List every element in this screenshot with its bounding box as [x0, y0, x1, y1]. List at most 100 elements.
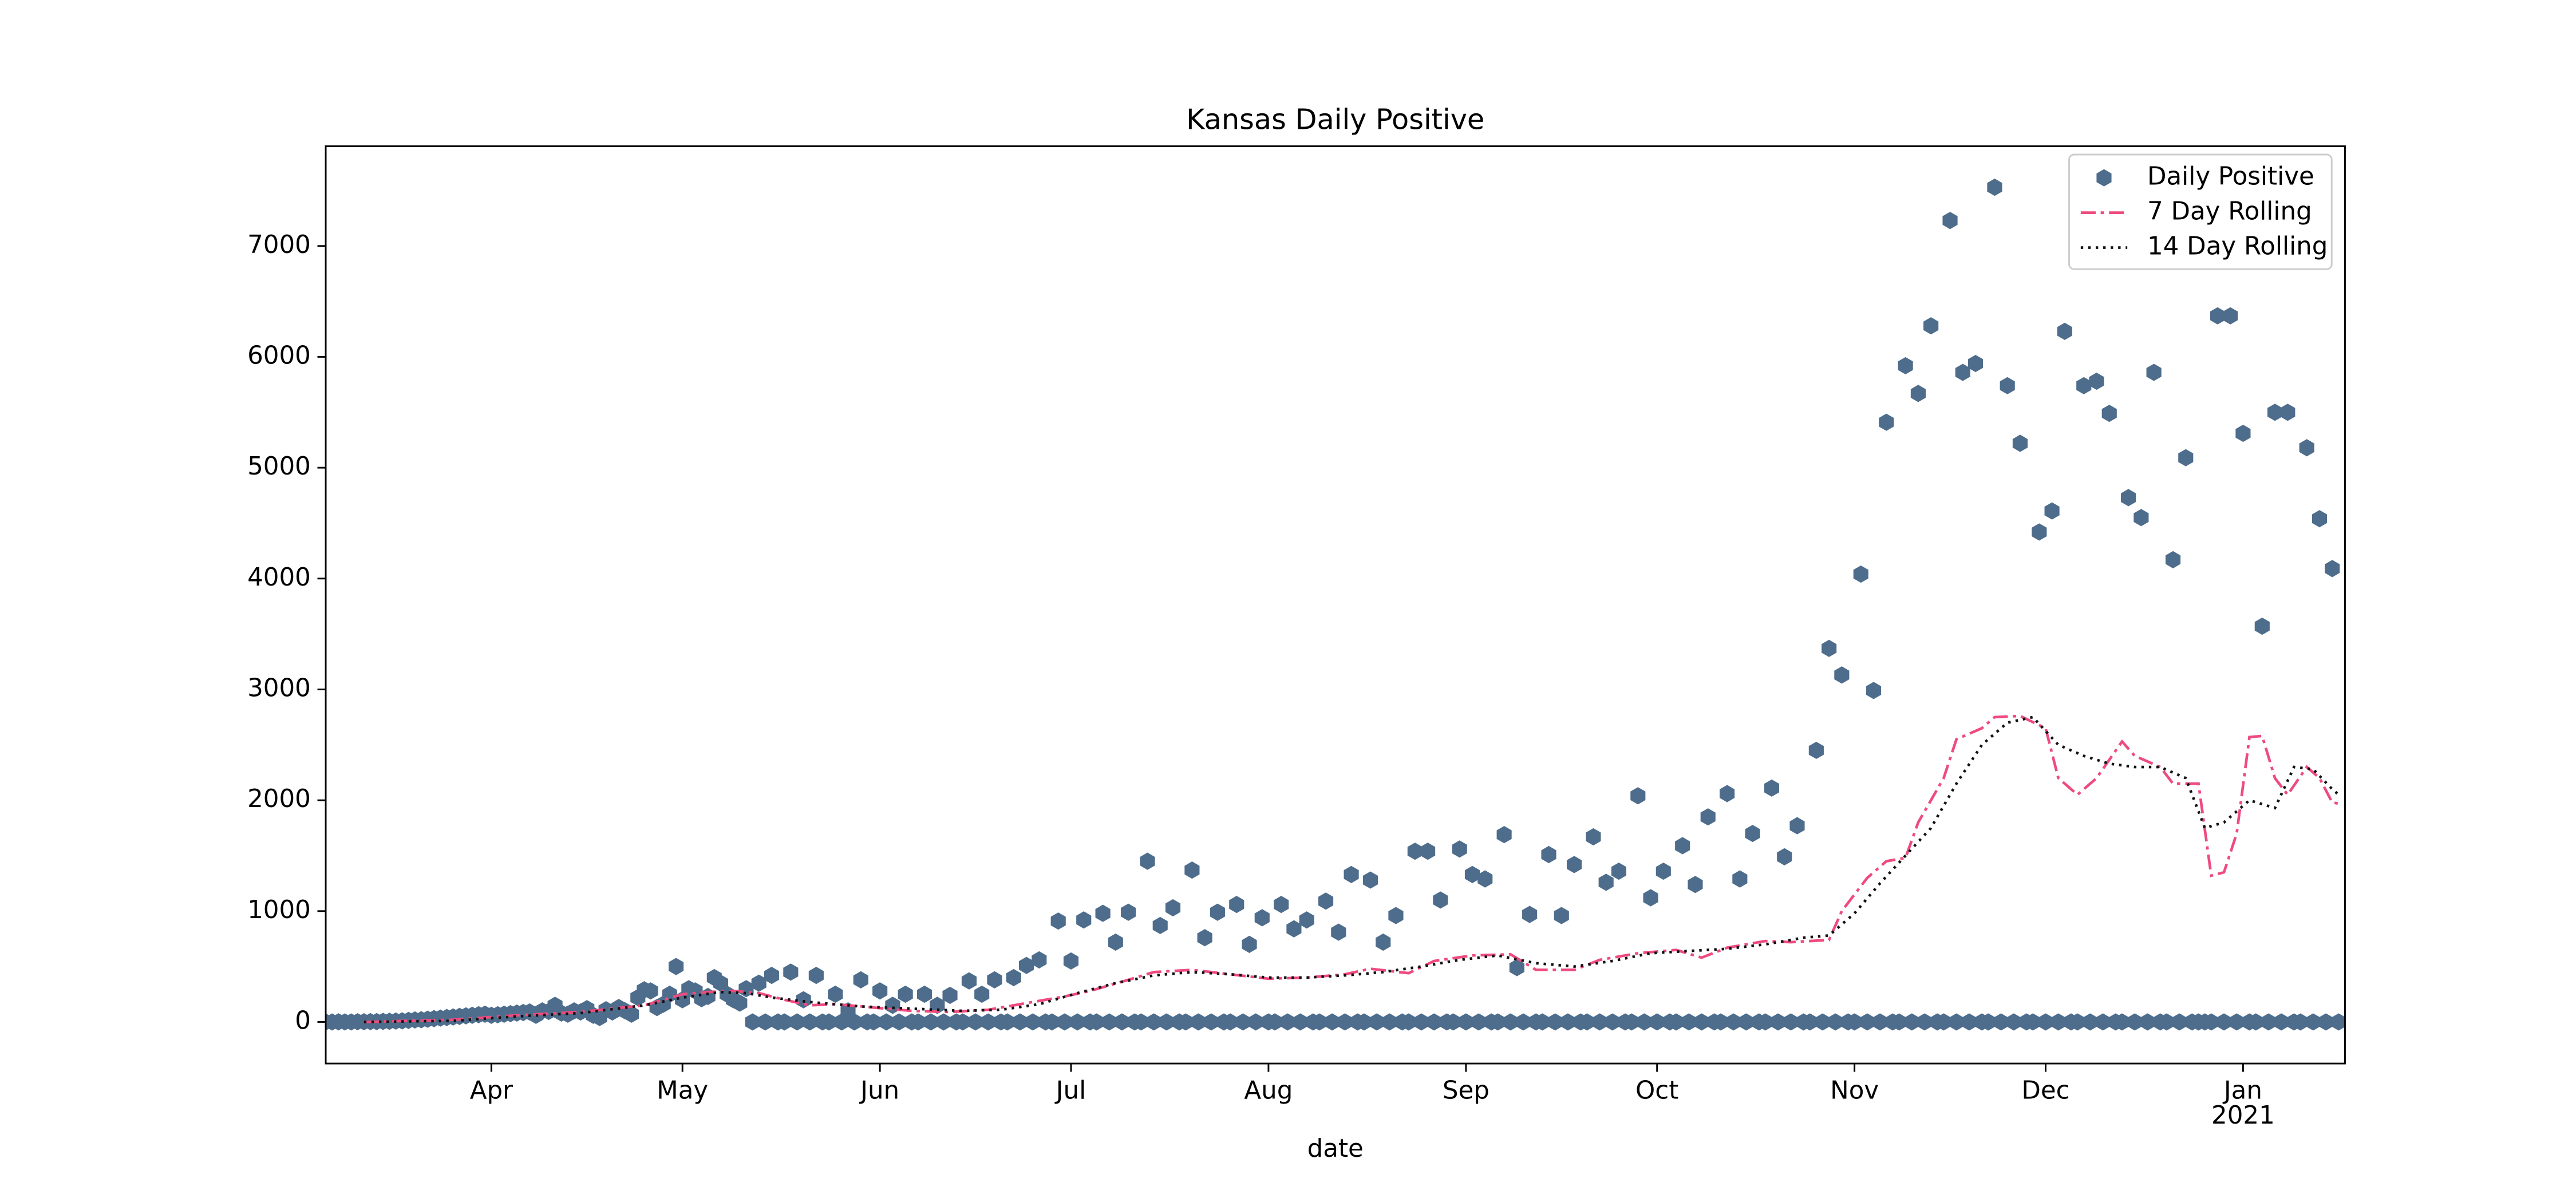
- data-point: [1146, 1013, 1161, 1031]
- data-point: [2146, 363, 2162, 381]
- data-point: [1535, 1013, 1550, 1031]
- data-point: [2006, 1013, 2021, 1031]
- data-point: [1739, 1013, 1754, 1031]
- y-tick-label: 6000: [247, 341, 311, 370]
- axes-frame: [325, 145, 2346, 1065]
- data-point: [2299, 439, 2314, 457]
- data-point: [1630, 787, 1646, 805]
- data-point: [2032, 523, 2047, 541]
- data-point: [1121, 903, 1136, 921]
- data-point: [2127, 1013, 2143, 1031]
- data-point: [1356, 1013, 1372, 1031]
- data-point: [1063, 952, 1079, 970]
- data-point: [1688, 876, 1703, 893]
- x-year-label: 2021: [2211, 1101, 2275, 1130]
- data-point: [1299, 911, 1314, 929]
- data-point: [1808, 741, 1824, 760]
- data-point: [1242, 935, 1257, 953]
- data-point: [1254, 909, 1270, 927]
- data-point: [808, 967, 824, 984]
- data-point: [783, 963, 799, 981]
- data-point: [777, 1013, 792, 1031]
- data-point: [2229, 1013, 2245, 1031]
- data-point: [2044, 502, 2060, 520]
- data-point: [930, 997, 945, 1014]
- data-point: [1898, 357, 1913, 375]
- data-point: [1910, 385, 1926, 402]
- data-point: [1847, 1013, 1862, 1031]
- data-point: [1178, 1013, 1194, 1031]
- data-point: [1757, 1013, 1773, 1031]
- data-point: [1566, 856, 1582, 873]
- data-point: [821, 1013, 837, 1031]
- x-tick-label: Aug: [1244, 1076, 1293, 1105]
- plot-area: [326, 179, 2345, 1031]
- data-point: [2140, 1013, 2155, 1031]
- data-point: [757, 1013, 773, 1031]
- data-point: [2159, 1013, 2174, 1031]
- data-point: [2076, 377, 2092, 394]
- data-point: [1822, 639, 1837, 657]
- legend-label: Daily Positive: [2147, 163, 2314, 191]
- data-point: [1700, 808, 1716, 826]
- data-point: [1376, 933, 1391, 951]
- data-point: [1133, 1013, 1149, 1031]
- data-point: [999, 1013, 1015, 1031]
- data-point: [1515, 1013, 1531, 1031]
- data-point: [847, 1013, 862, 1031]
- data-point: [2089, 372, 2104, 390]
- data-point: [2318, 1013, 2334, 1031]
- data-point: [1401, 1013, 1416, 1031]
- data-point: [1223, 1013, 1238, 1031]
- x-tick-label: Sep: [1443, 1076, 1490, 1105]
- data-point: [1611, 862, 1626, 880]
- data-point: [1509, 959, 1524, 976]
- data-point: [802, 1013, 817, 1031]
- data-point: [1050, 912, 1066, 930]
- data-point: [1834, 666, 1850, 684]
- data-point: [1942, 212, 1958, 230]
- data-point: [1490, 1013, 1506, 1031]
- data-point: [1586, 828, 1601, 846]
- data-point: [1229, 896, 1244, 914]
- data-point: [1872, 1013, 1888, 1031]
- data-point: [981, 1013, 996, 1031]
- data-point: [1859, 1013, 1875, 1031]
- data-point: [1828, 1013, 1843, 1031]
- data-point: [961, 972, 977, 990]
- data-point: [1967, 354, 1984, 373]
- data-point: [2293, 1013, 2308, 1031]
- data-point: [1184, 861, 1200, 879]
- legend-label: 14 Day Rolling: [2147, 232, 2328, 261]
- data-point: [1891, 1013, 1907, 1031]
- data-point: [1032, 951, 1047, 969]
- data-point: [2095, 1013, 2111, 1031]
- data-point: [2331, 1013, 2345, 1031]
- chart-title: Kansas Daily Positive: [1186, 102, 1484, 136]
- data-point: [1789, 817, 1805, 835]
- data-point: [1433, 891, 1448, 909]
- x-tick-label: Jun: [859, 1076, 899, 1105]
- data-point: [1598, 873, 1614, 891]
- data-point: [1949, 1013, 1964, 1031]
- data-point: [955, 1013, 970, 1031]
- data-point: [1917, 1013, 1933, 1031]
- data-point: [923, 1013, 939, 1031]
- data-point: [1675, 837, 1690, 855]
- x-tick-label: Nov: [1830, 1076, 1879, 1105]
- data-point: [1496, 826, 1512, 844]
- data-point: [1993, 1013, 2009, 1031]
- data-point: [2057, 322, 2072, 341]
- data-point: [1420, 843, 1436, 860]
- data-point: [2070, 1013, 2085, 1031]
- data-point: [1057, 1013, 1072, 1031]
- data-point: [1649, 1013, 1665, 1031]
- data-point: [1006, 968, 1021, 987]
- y-tick-label: 2000: [247, 785, 311, 813]
- data-point: [1764, 779, 1780, 797]
- data-point: [1114, 1013, 1130, 1031]
- data-point: [1388, 907, 1404, 924]
- data-point: [1044, 1013, 1060, 1031]
- data-point: [1331, 923, 1346, 941]
